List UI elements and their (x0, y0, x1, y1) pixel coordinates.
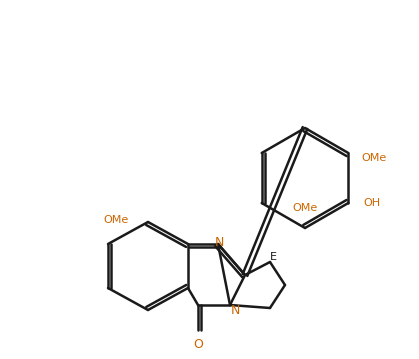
Text: OMe: OMe (103, 215, 129, 225)
Text: OMe: OMe (292, 203, 318, 213)
Text: O: O (193, 337, 203, 350)
Text: OMe: OMe (362, 153, 387, 163)
Text: N: N (214, 237, 224, 250)
Text: N: N (230, 303, 240, 317)
Text: E: E (269, 252, 277, 262)
Text: OH: OH (364, 198, 381, 208)
